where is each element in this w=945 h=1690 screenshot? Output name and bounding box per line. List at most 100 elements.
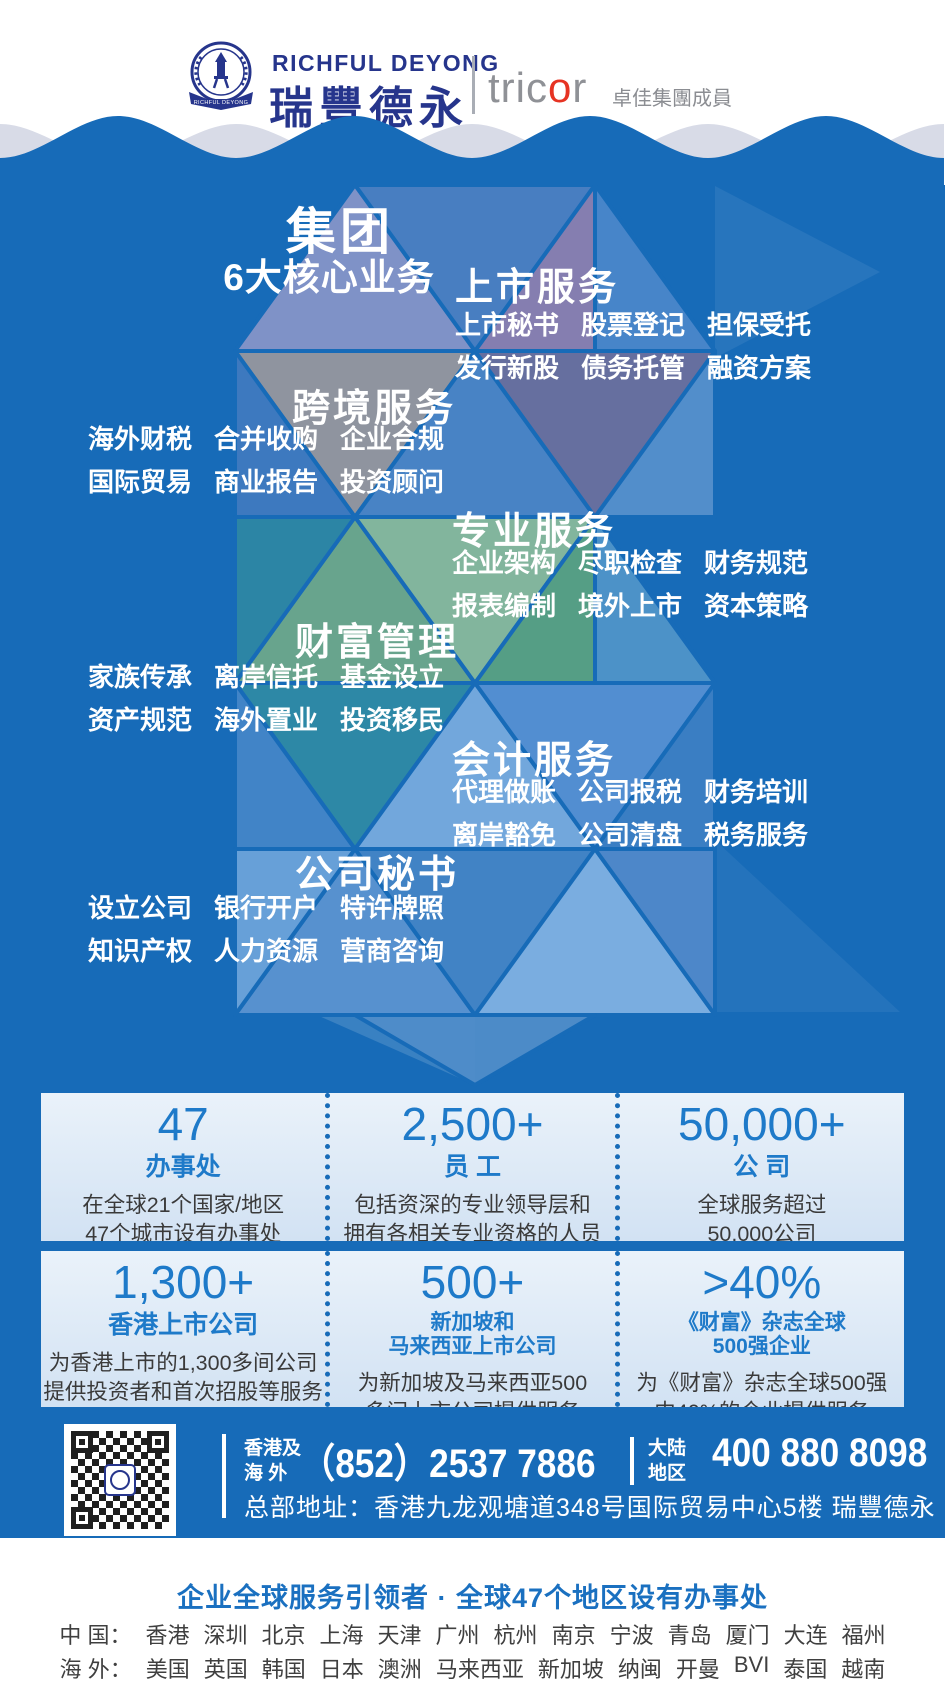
china-offices-row: 中 国： 香港 深圳 北京 上海 天津 广州 杭州 南京 宁波 青岛 厦门 大连 福州 [0, 1618, 945, 1650]
service-item: 基金设立 [340, 661, 445, 692]
wave-border [0, 116, 944, 192]
richful-deyong-logo-icon: RICHFUL DEYONG [189, 41, 253, 110]
city-item: 福州 [841, 1623, 886, 1648]
city-item: 美国 [145, 1657, 190, 1682]
stat-value: 2,500+ [401, 1098, 544, 1150]
section-title-company-secretary: 公司秘书 [295, 854, 460, 896]
service-item: 离岸信托 [214, 661, 319, 692]
city-item: 深圳 [203, 1623, 248, 1648]
service-item: 财务规范 [704, 547, 809, 578]
qr-finder-icon [147, 1431, 169, 1453]
member-tagline: 卓佳集團成員 [612, 88, 732, 110]
service-item-row: 企业架构 尽职检查 财务规范 [452, 544, 808, 578]
city-item: 广州 [435, 1623, 480, 1648]
stat-value: 47 [157, 1098, 209, 1150]
service-item: 家族传承 [88, 661, 193, 692]
service-item: 发行新股 [455, 352, 560, 383]
service-item: 尽职检查 [578, 547, 683, 578]
service-item: 特许牌照 [340, 892, 445, 923]
service-item: 境外上市 [578, 590, 683, 621]
stat-label: 员 工 [444, 1152, 501, 1181]
triangle-mosaic [233, 185, 900, 1087]
city-item: 韩国 [261, 1657, 306, 1682]
service-item-row: 上市秘书 股票登记 担保受托 [455, 306, 811, 340]
city-item: 北京 [261, 1623, 306, 1648]
city-item: 纳闽 [617, 1657, 662, 1682]
qr-finder-icon [71, 1431, 93, 1453]
overseas-offices-row: 海 外： 美国 英国 韩国 日本 澳洲 马来西亚 新加坡 纳闽 开曼 BVI 泰国 越南 [0, 1652, 945, 1684]
service-item: 税务服务 [704, 819, 809, 850]
city-item: 澳洲 [377, 1657, 422, 1682]
service-item: 融资方案 [707, 352, 812, 383]
section-title-listing-services: 上市服务 [455, 267, 620, 309]
city-item: 马来西亚 [435, 1657, 524, 1682]
service-item: 债务托管 [581, 352, 686, 383]
service-item: 商业报告 [214, 466, 319, 497]
service-item-row: 代理做账 公司报税 财务培训 [452, 773, 808, 807]
service-item: 企业合规 [340, 423, 445, 454]
stat-card-hk-listed: 1,300+ 香港上市公司 为香港上市的1,300多间公司 提供投资者和首次招股等… [41, 1251, 326, 1407]
city-item: 南京 [551, 1623, 596, 1648]
service-item-row: 报表编制 境外上市 资本策略 [452, 587, 808, 621]
service-item: 知识产权 [88, 935, 193, 966]
region-label-hk-overseas: 香港及海 外 [244, 1438, 302, 1484]
service-item: 海外置业 [214, 704, 319, 735]
region-label-mainland: 大陆 地区 [648, 1438, 687, 1484]
city-item: 大连 [783, 1623, 828, 1648]
contact-divider [630, 1437, 634, 1485]
stat-value: 50,000+ [678, 1098, 846, 1150]
hero-title-line1: 集团 [286, 204, 394, 260]
footer-headline: 企业全球服务引领者 · 全球47个地区设有办事处 [176, 1583, 769, 1613]
city-item: 杭州 [493, 1623, 538, 1648]
city-item: 厦门 [725, 1623, 770, 1648]
service-item-row: 海外财税 合并收购 企业合规 [88, 420, 444, 454]
stats-grid: 47 办事处 在全球21个国家/地区 47个城市设有办事处 2,500+ 员 工 … [35, 1087, 910, 1413]
qr-finder-icon [71, 1507, 93, 1529]
stat-card-companies: 50,000+ 公 司 全球服务超过 50,000公司 [614, 1093, 904, 1241]
logo-ribbon-text: RICHFUL DEYONG [194, 100, 249, 106]
stat-label: 办事处 [145, 1152, 221, 1181]
stat-description: 为《财富》杂志全球500强中40%的企业提供服务 [636, 1371, 888, 1407]
stat-description: 包括资深的专业领导层和 拥有各相关专业资格的人员 [343, 1193, 602, 1241]
city-item: 越南 [841, 1657, 886, 1682]
stat-label: 香港上市公司 [108, 1310, 259, 1339]
service-item: 国际贸易 [88, 466, 193, 497]
service-item: 上市秘书 [455, 309, 560, 340]
city-item: 日本 [319, 1657, 364, 1682]
service-item: 合并收购 [214, 423, 319, 454]
city-item: 香港 [145, 1623, 190, 1648]
city-item: 泰国 [783, 1657, 828, 1682]
stat-value: 500+ [420, 1256, 525, 1308]
city-item: 开曼 [675, 1657, 720, 1682]
phone-hk-overseas: （852）2537 7886 [300, 1442, 596, 1486]
qr-center-logo-icon [104, 1464, 136, 1496]
section-title-accounting-services: 会计服务 [452, 740, 617, 782]
stats-row-1: 47 办事处 在全球21个国家/地区 47个城市设有办事处 2,500+ 员 工 … [41, 1093, 904, 1241]
overseas-label: 海 外： [59, 1657, 132, 1682]
service-item: 代理做账 [452, 776, 557, 807]
service-item: 投资顾问 [340, 466, 445, 497]
section-title-wealth-management: 财富管理 [295, 622, 460, 664]
qr-code [64, 1424, 176, 1536]
section-items-professional-services: 企业架构 尽职检查 财务规范 报表编制 境外上市 资本策略 [452, 544, 808, 621]
section-items-wealth-management: 家族传承 离岸信托 基金设立 资产规范 海外置业 投资移民 [88, 658, 444, 735]
stats-row-2: 1,300+ 香港上市公司 为香港上市的1,300多间公司 提供投资者和首次招股等… [41, 1251, 904, 1407]
service-item-row: 家族传承 离岸信托 基金设立 [88, 658, 444, 692]
service-item: 股票登记 [581, 309, 686, 340]
stat-label: 公 司 [733, 1152, 791, 1181]
stat-card-staff: 2,500+ 员 工 包括资深的专业领导层和 拥有各相关专业资格的人员 [325, 1093, 615, 1241]
header-divider [472, 56, 475, 114]
city-item: 宁波 [609, 1623, 654, 1648]
stat-label: 《财富》杂志全球 500强企业 [677, 1310, 846, 1359]
service-item: 担保受托 [707, 309, 812, 340]
hero-title-line2: 6大核心业务 [223, 257, 435, 298]
stat-description: 为香港上市的1,300多间公司 提供投资者和首次招股等服务 [43, 1351, 323, 1404]
stat-description: 为新加坡及马来西亚500多间上市公司提供服务 [357, 1371, 588, 1407]
service-item: 营商咨询 [340, 935, 445, 966]
stat-value: >40% [702, 1256, 822, 1308]
section-items-crossborder-services: 海外财税 合并收购 企业合规 国际贸易 商业报告 投资顾问 [88, 420, 444, 497]
china-label: 中 国： [59, 1623, 132, 1648]
